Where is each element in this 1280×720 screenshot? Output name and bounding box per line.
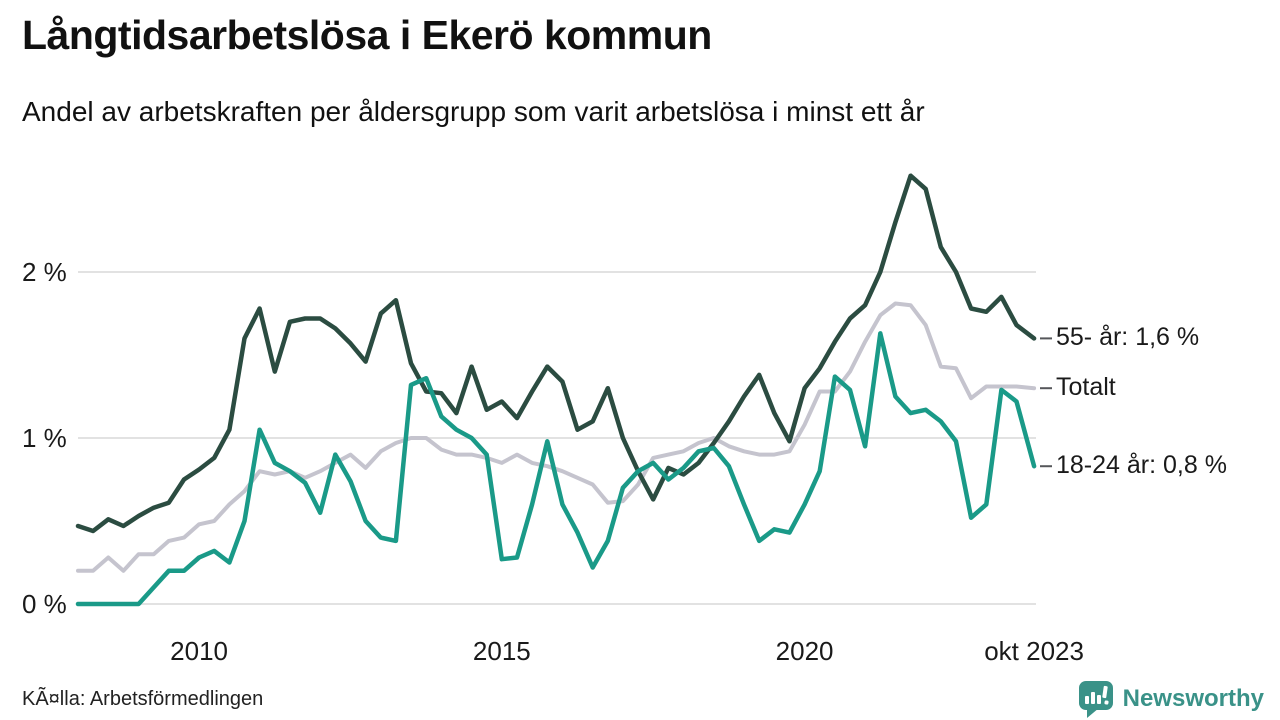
x-axis-tick-label: okt 2023: [984, 636, 1084, 666]
page-title: Långtidsarbetslösa i Ekerö kommun: [22, 12, 712, 58]
newsworthy-wordmark: Newsworthy: [1122, 685, 1264, 712]
series-label-18-24-ar: 18-24 år: 0,8 %: [1056, 451, 1227, 480]
y-axis-tick-label: 0 %: [22, 589, 67, 619]
series-label-totalt: Totalt: [1056, 373, 1116, 402]
y-axis-tick-label: 1 %: [22, 423, 67, 453]
series-line-18-24-r: [75, 331, 1037, 607]
x-axis-tick-label: 2020: [776, 636, 834, 666]
y-axis-tick-label: 2 %: [22, 257, 67, 287]
chart-subtitle: Andel av arbetskraften per åldersgrupp s…: [22, 96, 925, 127]
series-line-55-r: [75, 173, 1037, 534]
source-note: KÃ¤lla: Arbetsförmedlingen: [22, 688, 264, 710]
newsworthy-bubble-icon: [1078, 681, 1113, 718]
x-axis-tick-label: 2010: [170, 636, 228, 666]
newsworthy-logo: Newsworthy: [1077, 678, 1264, 720]
x-axis-tick-label: 2015: [473, 636, 531, 666]
series-label-55-ar: 55- år: 1,6 %: [1056, 323, 1200, 352]
